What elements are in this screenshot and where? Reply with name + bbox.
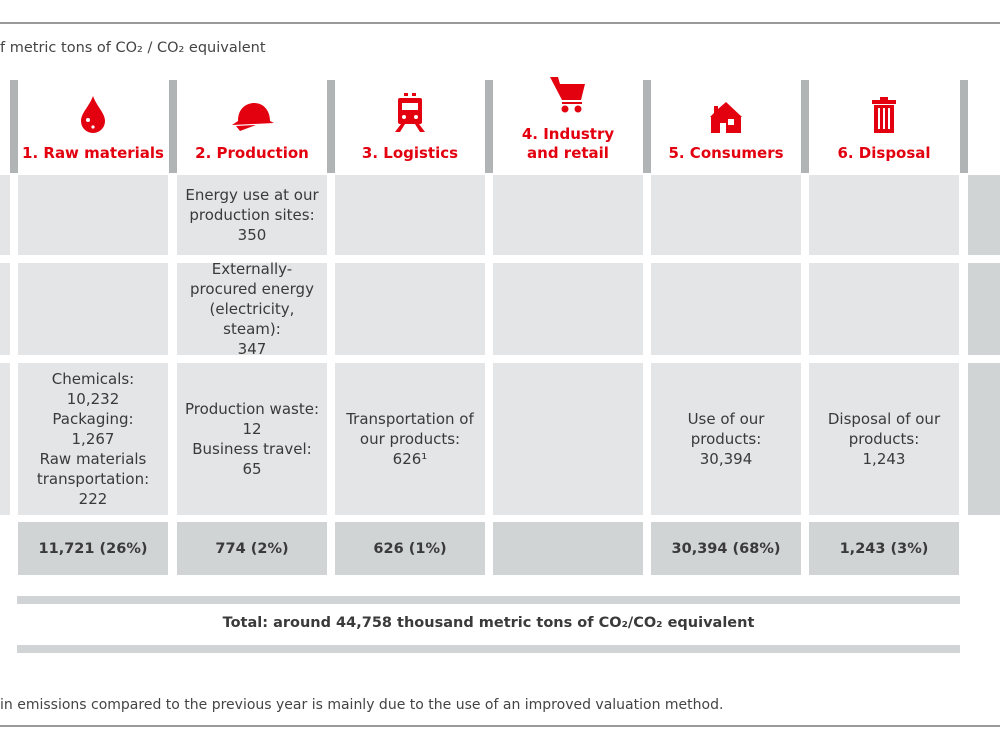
column-separator (10, 80, 18, 173)
cell-text: Externally-procured energy (electricity,… (190, 260, 314, 358)
column-label: 1. Raw materials (22, 144, 164, 162)
hard-hat-icon (230, 101, 274, 144)
table-cell (493, 175, 643, 255)
table-cell (651, 175, 801, 255)
column-label: 2. Production (195, 144, 309, 162)
column-separator (643, 80, 651, 173)
column-header: 3. Logistics (335, 80, 485, 173)
column-total: 626 (1%) (335, 522, 485, 575)
table-cell (651, 263, 801, 355)
house-icon (709, 101, 743, 144)
cell-text: Disposal of our products: 1,243 (827, 410, 941, 468)
table-cell: Use of our products: 30,394 (651, 363, 801, 515)
cell-text: Production waste: 12 Business travel: 65 (184, 400, 319, 478)
column-total: 11,721 (26%) (18, 522, 168, 575)
table-cell (493, 363, 643, 515)
footnote: in emissions compared to the previous ye… (0, 697, 724, 713)
column-header: 5. Consumers (651, 80, 801, 173)
column-total: 1,243 (3%) (809, 522, 959, 575)
edge-cell-right (968, 175, 1000, 255)
cell-text: Chemicals: 10,232 Packaging: 1,267 Raw m… (36, 370, 150, 508)
column-header: 1. Raw materials (18, 80, 168, 173)
table-cell: Transportation of our products: 626¹ (335, 363, 485, 515)
edge-cell-right (968, 263, 1000, 355)
trash-icon (872, 97, 896, 144)
column-total (493, 522, 643, 575)
column-label: 5. Consumers (668, 144, 784, 162)
table-cell (18, 175, 168, 255)
edge-cell-left (0, 175, 10, 255)
column-total: 774 (2%) (177, 522, 327, 575)
cell-text: Transportation of our products: 626¹ (346, 410, 474, 468)
train-icon (395, 93, 425, 144)
column-label: 6. Disposal (837, 144, 931, 162)
table-cell: Production waste: 12 Business travel: 65 (177, 363, 327, 515)
table-cell (809, 263, 959, 355)
column-total: 30,394 (68%) (651, 522, 801, 575)
cell-text: Use of our products: 30,394 (687, 410, 765, 468)
table-cell (335, 175, 485, 255)
column-header: 6. Disposal (809, 80, 959, 173)
column-separator (327, 80, 335, 173)
table-cell: Chemicals: 10,232 Packaging: 1,267 Raw m… (18, 363, 168, 515)
cell-text: Energy use at our production sites: 350 (185, 186, 319, 244)
column-label: 4. Industry and retail (521, 125, 615, 162)
column-separator (169, 80, 177, 173)
edge-cell-left (0, 263, 10, 355)
total-bar-bottom (17, 645, 960, 653)
shopping-cart-icon (550, 76, 586, 125)
total-bar-top (17, 596, 960, 604)
column-separator (801, 80, 809, 173)
bottom-rule (0, 725, 1000, 727)
table-cell (809, 175, 959, 255)
column-header: 2. Production (177, 80, 327, 173)
table-cell: Externally-procured energy (electricity,… (177, 260, 327, 358)
edge-cell-right (968, 363, 1000, 515)
subtitle: f metric tons of CO₂ / CO₂ equivalent (0, 40, 266, 56)
total-text: Total: around 44,758 thousand metric ton… (222, 615, 755, 631)
table-cell: Energy use at our production sites: 350 (177, 175, 327, 255)
column-header: 4. Industry and retail (493, 77, 643, 173)
table-cell (335, 263, 485, 355)
table-cell (493, 263, 643, 355)
top-rule (0, 22, 1000, 24)
column-separator (485, 80, 493, 173)
table-cell: Disposal of our products: 1,243 (809, 363, 959, 515)
drop-icon (80, 95, 106, 144)
table-cell (18, 263, 168, 355)
edge-cell-left (0, 363, 10, 515)
column-label: 3. Logistics (361, 144, 459, 162)
column-separator (960, 80, 968, 173)
